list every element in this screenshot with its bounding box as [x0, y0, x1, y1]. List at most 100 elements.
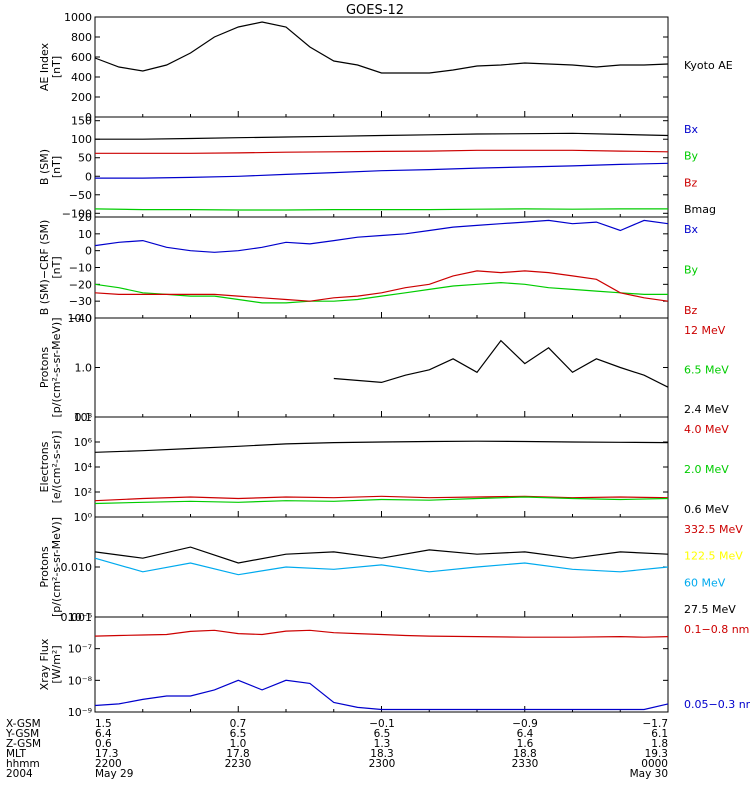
y-tick-label: −20: [69, 278, 92, 291]
y-tick-label: 10⁸: [74, 411, 93, 424]
y-tick-label: 800: [71, 31, 92, 44]
x-axis-row-label: 2004: [6, 768, 33, 780]
y-axis-label: Xray Flux[W/m²]: [38, 638, 63, 690]
y-tick-label: 0.1: [75, 411, 93, 424]
series-line-2-0-mev: [94, 496, 669, 505]
y-tick-label: −30: [69, 295, 92, 308]
y-tick-label: 10⁶: [74, 436, 93, 449]
panel-xray: 10⁻⁹ 10⁻⁸ 10⁻⁷ 10⁻⁶ Xray Flux[W/m²] 0.1−0.8 n…: [38, 611, 750, 719]
legend-entry: 27.5 MeV: [684, 603, 736, 616]
x-axis-row-value: −0.9: [512, 718, 538, 730]
x-axis-row-value: 2230: [225, 758, 252, 770]
x-axis-row-value: 6.4: [95, 728, 112, 740]
y-tick-label: 1.0: [75, 362, 93, 375]
y-axis-label: Protons[p/(cm²-s-sr-MeV)]: [38, 517, 63, 617]
series-line-0-6-mev: [94, 440, 669, 453]
legend-entry: 0.6 MeV: [684, 503, 729, 516]
series-line-60-mev: [94, 557, 669, 576]
legend-entry: 2.0 MeV: [684, 463, 729, 476]
y-tick-label: 600: [71, 51, 92, 64]
y-tick-label: 1000: [64, 11, 92, 24]
y-tick-label: −100: [62, 207, 92, 220]
y-tick-label: 10⁰: [74, 511, 93, 524]
legend-entry: By: [684, 150, 699, 163]
y-axis-label: B (SM)[nT]: [38, 149, 63, 185]
x-axis-row-value: −0.1: [369, 718, 395, 730]
x-axis-row-label: MLT: [6, 748, 26, 760]
y-tick-label: 10: [78, 228, 92, 241]
series-line-bmag: [95, 132, 669, 140]
x-axis-row-label: Z-GSM: [6, 738, 41, 750]
y-tick-label: 0.001: [61, 611, 93, 624]
x-axis-row-value: 1.8: [651, 738, 668, 750]
panel-frame: [94, 116, 669, 218]
legend-entry: Bmag: [684, 203, 716, 216]
legend-entry: 6.5 MeV: [684, 364, 729, 377]
legend-entry: By: [684, 264, 699, 277]
chart-title: GOES-12: [346, 3, 404, 18]
x-axis-row-value: 1.0: [230, 738, 247, 750]
y-tick-label: 0: [85, 245, 92, 258]
y-axis-label: B (SM)−CRF (SM)[nT]: [38, 220, 63, 316]
series-line-bx: [94, 219, 669, 253]
x-axis-row-value: 0000: [641, 758, 668, 770]
y-tick-label: 400: [71, 71, 92, 84]
y-axis-label: AE Index[nT]: [38, 42, 63, 91]
legend-entry: 2.4 MeV: [684, 403, 729, 416]
series-line-bz: [94, 270, 669, 302]
series-line-4-0-mev: [94, 495, 669, 502]
legend-entry: 122.5 MeV: [684, 550, 743, 563]
x-axis-row-value: 0.7: [230, 718, 247, 730]
x-axis-row-value: 2330: [512, 758, 539, 770]
x-axis-row-value: 18.3: [370, 748, 393, 760]
y-tick-label: −10: [69, 262, 92, 275]
legend-entry: 60 MeV: [684, 576, 726, 589]
x-axis-row-label: Y-GSM: [5, 728, 39, 740]
x-axis-row-value: May 30: [630, 768, 668, 780]
legend-entry: Bz: [684, 304, 698, 317]
series-line-kyoto-ae: [94, 21, 669, 74]
y-tick-label: 10⁻⁶: [68, 611, 93, 624]
y-tick-label: 50: [78, 152, 92, 165]
x-axis-row-value: May 29: [95, 768, 133, 780]
panel-electrons: 10⁰ 10² 10⁴ 10⁶ 10⁸ Electrons[e/(cm²-s-sr)] 4.…: [38, 411, 729, 524]
series-line-2-4-mev: [333, 339, 669, 388]
y-tick-label: 10⁻⁷: [68, 643, 92, 656]
y-tick-label: 20: [78, 211, 92, 224]
y-axis-label: Electrons[e/(cm²-s-sr)]: [38, 431, 63, 504]
x-axis-row-value: 6.5: [374, 728, 391, 740]
y-tick-label: 10.0: [68, 312, 93, 325]
y-tick-label: 200: [71, 91, 92, 104]
panel-protons_low: 0.1 1.0 10.0 Protons[p/(cm²-s-sr-MeV)] 12 Me…: [38, 312, 729, 424]
x-axis-row-value: 0.6: [95, 738, 112, 750]
panel-frame: [94, 516, 669, 618]
y-tick-label: 0: [85, 170, 92, 183]
x-axis-row-value: 19.3: [645, 748, 668, 760]
x-axis-row-value: 1.6: [517, 738, 534, 750]
y-tick-label: 150: [71, 115, 92, 128]
y-tick-label: 10⁻⁹: [68, 706, 92, 719]
x-axis-row-value: 6.4: [517, 728, 534, 740]
panel-frame: [94, 16, 669, 118]
panel-frame: [94, 616, 669, 713]
x-axis-row-value: 1.3: [374, 738, 391, 750]
y-tick-label: −40: [69, 312, 92, 325]
y-tick-label: 0: [85, 111, 92, 124]
x-axis-row-label: X-GSM: [6, 718, 41, 730]
legend-entry: Bx: [684, 123, 699, 136]
x-axis-row-value: 2300: [369, 758, 396, 770]
series-line-by: [94, 208, 668, 211]
panel-bsm: −100 −50 0 50 100 150 B (SM)[nT] Bx By Bz Bmag: [38, 115, 716, 221]
legend-entry: Bx: [684, 223, 699, 236]
legend-entry: 0.1−0.8 nm: [684, 623, 749, 636]
x-axis-row-value: 17.8: [226, 748, 249, 760]
legend-entry: Kyoto AE: [684, 59, 733, 72]
panel-bcrf: −40 −30 −20 −10 0 10 20 B (SM)−CRF (SM)[nT] Bx By…: [38, 211, 699, 325]
legend-entry: 4.0 MeV: [684, 423, 729, 436]
y-tick-label: 10⁻⁸: [68, 674, 93, 687]
series-line-27-5-mev: [94, 546, 669, 564]
y-tick-label: −50: [69, 189, 92, 202]
series-line-bz: [95, 149, 669, 154]
